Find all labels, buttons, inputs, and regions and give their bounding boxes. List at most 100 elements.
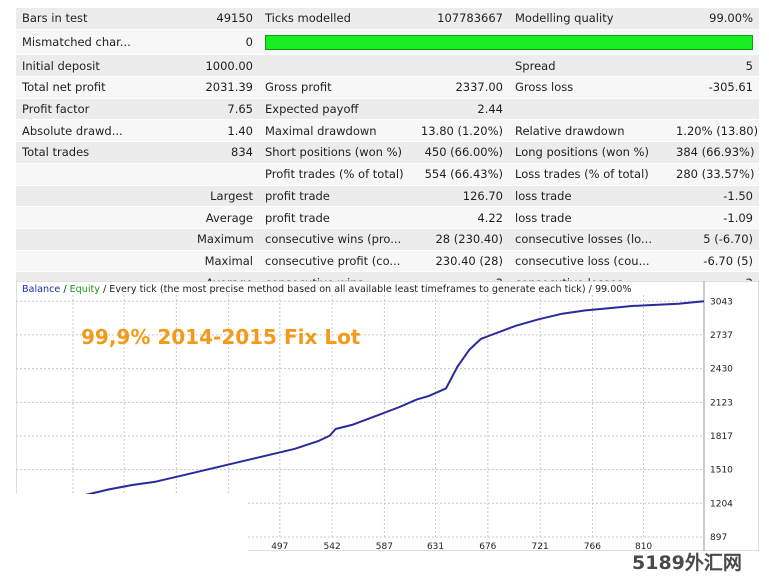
report-row: Maximum consecutive wins (pro... 28 (230.4… [16, 228, 759, 251]
report-cell-label-b: Gross profit [259, 76, 410, 99]
report-cell-label-c: Loss trades (% of total) [509, 163, 670, 186]
report-cell-value-c: -305.61 [670, 76, 759, 99]
report-row: Total trades 834 Short positions (won %) 45… [16, 141, 759, 164]
report-cell-value-c: 280 (33.57%) [670, 163, 759, 186]
report-cell-value-b [410, 54, 509, 78]
report-row: Profit trades (% of total) 554 (66.43%) Lo… [16, 163, 759, 186]
report-cell-label-a: Absolute drawd... [16, 119, 191, 143]
x-tick-label: 676 [479, 542, 496, 551]
strategy-report-table: Bars in test 49150 Ticks modelled 107783667… [16, 8, 759, 294]
report-cell-value-b: 2.44 [410, 98, 509, 121]
report-cell-label-a: Bars in test [16, 8, 191, 30]
report-cell-label-c: Long positions (won %) [509, 141, 670, 164]
x-tick-label: 721 [532, 542, 549, 551]
report-cell-label-c: Spread [509, 54, 670, 78]
report-cell-value-b: 230.40 (28) [410, 250, 509, 273]
report-cell-value-c: 5 [670, 54, 759, 78]
report-cell-label-a: Profit factor [16, 98, 191, 121]
report-cell-value-c: 384 (66.93%) [670, 141, 759, 164]
series-line-balance [16, 300, 705, 505]
report-cell-label-b [259, 54, 410, 78]
report-cell-label-b: Maximal drawdown [259, 119, 410, 143]
chart-legend: Balance / Equity / Every tick (the most … [22, 284, 632, 295]
y-tick-label: 1204 [710, 499, 733, 509]
report-row: Bars in test 49150 Ticks modelled 107783667… [16, 8, 759, 30]
chart-annotation: 99,9% 2014-2015 Fix Lot [81, 325, 361, 349]
y-tick-label: 1510 [710, 466, 733, 476]
report-cell-value-a: 7.65 [191, 98, 259, 121]
report-cell-value-c: -1.50 [670, 185, 759, 208]
report-cell-label-c [509, 98, 670, 121]
report-cell-label-a [16, 250, 191, 273]
report-cell-value-b: 107783667 [410, 8, 509, 30]
report-cell-label-c: loss trade [509, 185, 670, 208]
report-cell-value-c [670, 98, 759, 121]
y-tick-label: 1817 [710, 432, 733, 442]
report-cell-value-a: Maximum [191, 228, 259, 251]
report-cell-value-c: 99.00% [670, 8, 759, 30]
report-cell-label-a [16, 163, 191, 186]
modelling-quality-bar [265, 34, 753, 50]
y-tick-label: 2430 [710, 365, 733, 375]
report-cell-value-a: 2031.39 [191, 76, 259, 99]
report-row: Largest profit trade 126.70 loss trade -1.50 [16, 185, 759, 208]
report-cell-value-b: 126.70 [410, 185, 509, 208]
report-row: Initial deposit 1000.00 Spread 5 [16, 54, 759, 78]
report-cell-label-a: Total trades [16, 141, 191, 164]
report-row: Average profit trade 4.22 loss trade -1.09 [16, 206, 759, 229]
legend-equity: Equity [69, 284, 100, 295]
report-cell-value-b: 13.80 (1.20%) [410, 119, 509, 143]
report-cell-value-c: -6.70 (5) [670, 250, 759, 273]
report-cell-label-b: profit trade [259, 206, 410, 229]
report-cell-value-a: 1.40 [191, 119, 259, 143]
report-cell-label-c: Gross loss [509, 76, 670, 99]
x-tick-label: 587 [376, 542, 393, 551]
report-cell-value-c: 1.20% (13.80) [670, 119, 759, 143]
report-cell-label-b: profit trade [259, 185, 410, 208]
report-cell-label-a: Initial deposit [16, 54, 191, 78]
x-tick-label: 810 [635, 542, 652, 551]
report-cell-value-a [191, 163, 259, 186]
y-tick-label: 3043 [710, 297, 733, 307]
report-cell-label-c: Modelling quality [509, 8, 670, 30]
report-cell-value-a: Largest [191, 185, 259, 208]
report-cell-value-a: 834 [191, 141, 259, 164]
x-tick-label: 631 [427, 542, 444, 551]
modelling-quality-bar-cell [259, 29, 759, 56]
report-cell-value-a: 49150 [191, 8, 259, 30]
report-cell-label-c: consecutive losses (lo... [509, 228, 670, 251]
report-row: Profit factor 7.65 Expected payoff 2.44 [16, 98, 759, 121]
report-cell-value-b: 554 (66.43%) [410, 163, 509, 186]
report-cell-label-a: Total net profit [16, 76, 191, 99]
report-cell-label-b: Expected payoff [259, 98, 410, 121]
report-cell-label-c: Relative drawdown [509, 119, 670, 143]
x-tick-label: 497 [271, 542, 288, 551]
legend-description: / Every tick (the most precise method ba… [99, 284, 632, 295]
report-cell-label-a [16, 228, 191, 251]
report-cell-label-a [16, 185, 191, 208]
report-cell-value-b: 28 (230.40) [410, 228, 509, 251]
report-row: Absolute drawd... 1.40 Maximal drawdown 13.… [16, 119, 759, 143]
report-cell-label-b: Profit trades (% of total) [259, 163, 410, 186]
report-cell-value-c: -1.09 [670, 206, 759, 229]
report-cell-value-b: 2337.00 [410, 76, 509, 99]
report-cell-value-a: 1000.00 [191, 54, 259, 78]
report-cell-value-c: 5 (-6.70) [670, 228, 759, 251]
x-tick-label: 542 [324, 542, 341, 551]
report-cell-label-b: consecutive wins (pro... [259, 228, 410, 251]
x-tick-label: 766 [584, 542, 601, 551]
report-cell-label-b: Ticks modelled [259, 8, 410, 30]
y-tick-label: 897 [710, 533, 727, 543]
report-cell-label-a: Mismatched char... [16, 29, 191, 56]
report-cell-label-b: consecutive profit (co... [259, 250, 410, 273]
report-cell-value-a: 0 [191, 29, 259, 56]
site-watermark: 5189外汇网 [632, 552, 742, 574]
y-tick-label: 2123 [710, 398, 733, 408]
report-cell-value-a: Maximal [191, 250, 259, 273]
y-tick-label: 2737 [710, 331, 733, 341]
report-cell-value-b: 4.22 [410, 206, 509, 229]
report-cell-value-a: Average [191, 206, 259, 229]
legend-balance: Balance [22, 284, 61, 295]
